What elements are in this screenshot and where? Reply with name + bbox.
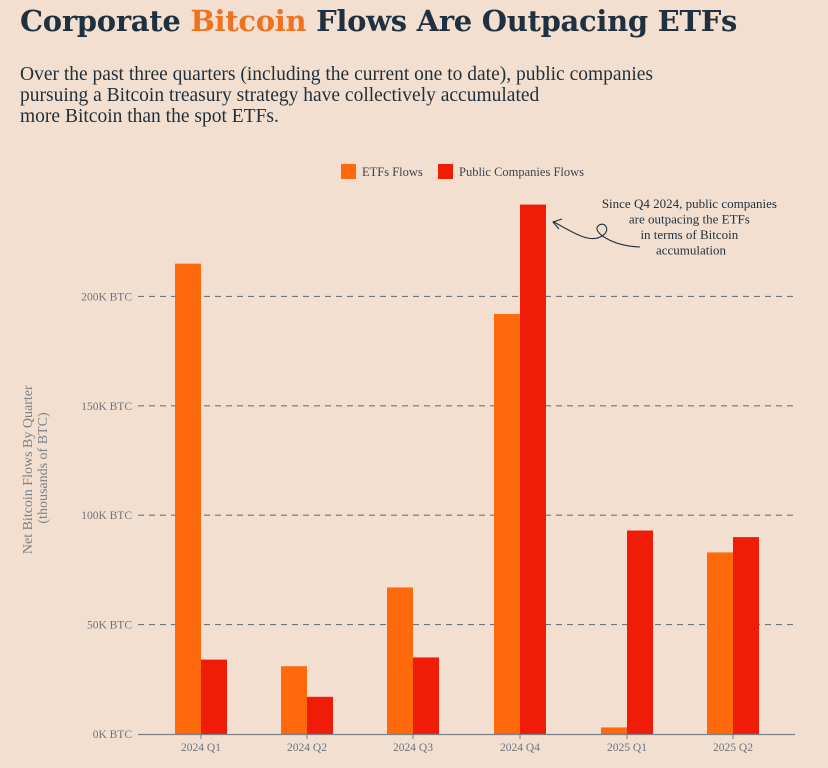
annotation-line: Since Q4 2024, public companies xyxy=(602,196,777,211)
title-post: Flows Are Outpacing ETFs xyxy=(306,4,738,38)
legend-label-companies: Public Companies Flows xyxy=(459,165,584,179)
bar-companies-2024-q3 xyxy=(413,657,439,734)
y-tick-label: 50K BTC xyxy=(87,620,132,632)
bar-etfs-2024-q3 xyxy=(387,587,413,734)
chart-title: Corporate Bitcoin Flows Are Outpacing ET… xyxy=(20,4,737,38)
bars xyxy=(175,204,759,735)
legend: ETFs Flows Public Companies Flows xyxy=(341,164,584,179)
chart-subtitle: Over the past three quarters (including … xyxy=(20,64,810,127)
subtitle-line: Over the past three quarters (including … xyxy=(20,64,653,85)
x-tick-label: 2025 Q2 xyxy=(713,742,753,754)
annotation-line: in terms of Bitcoin xyxy=(640,227,738,242)
y-axis-title-line: Net Bitcoin Flows By Quarter xyxy=(21,385,36,554)
annotation-line: are outpacing the ETFs xyxy=(629,212,750,227)
x-tick-label: 2024 Q2 xyxy=(287,742,327,754)
legend-swatch-companies xyxy=(438,164,453,179)
annotation-arrowhead xyxy=(552,218,563,230)
x-tick-label: 2024 Q3 xyxy=(393,742,433,754)
legend-label-etfs: ETFs Flows xyxy=(362,165,423,179)
annotation: Since Q4 2024, public companies are outp… xyxy=(552,196,780,258)
tick-labels: 0K BTC 50K BTC 100K BTC 150K BTC 200K BTC 202… xyxy=(81,291,753,754)
y-axis-title-line: (thousands of BTC) xyxy=(36,412,51,524)
bar-etfs-2024-q2 xyxy=(281,666,307,734)
bar-etfs-2025-q1 xyxy=(601,727,627,734)
gridlines xyxy=(138,295,795,626)
y-tick-label: 150K BTC xyxy=(81,401,132,413)
legend-swatch-etfs xyxy=(341,164,356,179)
y-tick-label: 0K BTC xyxy=(93,729,133,741)
x-tick-label: 2025 Q1 xyxy=(607,742,647,754)
x-tick-label: 2024 Q1 xyxy=(181,742,221,754)
bar-etfs-2024-q1 xyxy=(175,263,201,734)
bar-companies-2025-q1 xyxy=(627,530,653,734)
bar-etfs-2025-q2 xyxy=(707,552,733,734)
subtitle-line: pursuing a Bitcoin treasury strategy hav… xyxy=(20,85,540,106)
bar-companies-2025-q2 xyxy=(733,537,759,734)
y-tick-label: 100K BTC xyxy=(81,510,132,522)
annotation-arrow xyxy=(553,221,641,248)
bar-etfs-2024-q4 xyxy=(494,313,520,734)
title-highlight: Bitcoin xyxy=(190,4,307,38)
title-pre: Corporate xyxy=(20,4,191,38)
x-tick-label: 2024 Q4 xyxy=(500,742,540,754)
bar-companies-2024-q2 xyxy=(307,696,333,734)
subtitle-line: more Bitcoin than the spot ETFs. xyxy=(20,106,279,127)
y-axis-title: Net Bitcoin Flows By Quarter (thousands … xyxy=(21,382,51,554)
bar-companies-2024-q1 xyxy=(201,659,227,734)
annotation-line: accumulation xyxy=(656,243,727,258)
bar-companies-2024-q4 xyxy=(520,204,546,735)
annotation-text: Since Q4 2024, public companies are outp… xyxy=(602,196,780,258)
y-tick-label: 200K BTC xyxy=(81,291,132,303)
